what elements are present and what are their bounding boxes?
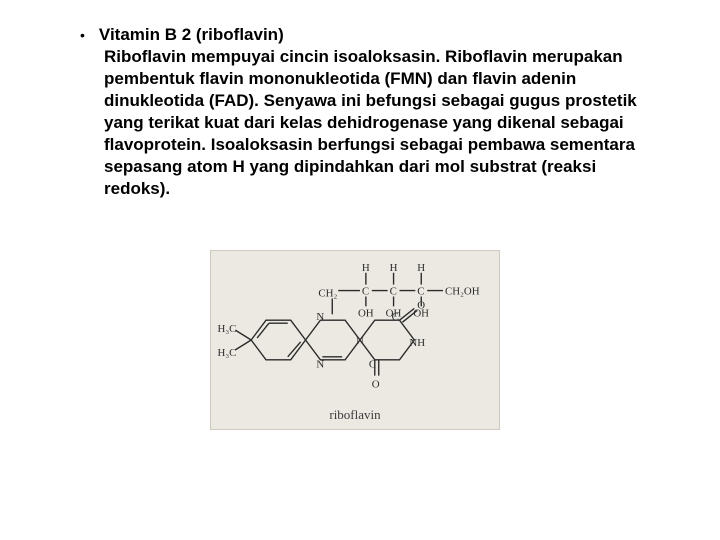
label-n-mid: N: [356, 335, 364, 347]
label-o-bot: O: [372, 378, 380, 390]
label-ch2-1: CH₂: [318, 287, 337, 299]
label-h3c-bot: H₃C: [218, 347, 237, 359]
label-c3: C: [417, 286, 424, 298]
label-c1: C: [362, 286, 369, 298]
bullet-body: Riboflavin mempuyai cincin isoaloksasin.…: [104, 46, 660, 200]
riboflavin-structure-svg: H₃C H₃C N N N NH C C O O CH₂ C C C CH₂OH…: [211, 251, 499, 429]
label-h2: H: [390, 262, 398, 274]
slide: • Vitamin B 2 (riboflavin) Riboflavin me…: [0, 0, 720, 540]
label-n-topleft: N: [316, 311, 324, 323]
bullet-row: • Vitamin B 2 (riboflavin): [80, 24, 660, 46]
label-oh2: OH: [386, 307, 402, 319]
label-c2: C: [390, 286, 397, 298]
label-n-botleft: N: [316, 359, 324, 371]
bullet-marker: •: [80, 24, 85, 46]
figure-caption: riboflavin: [211, 407, 499, 423]
text-block: • Vitamin B 2 (riboflavin) Riboflavin me…: [80, 24, 660, 200]
label-oh3: OH: [413, 307, 429, 319]
label-ch2oh: CH₂OH: [445, 286, 480, 298]
label-oh1: OH: [358, 307, 374, 319]
bullet-title: Vitamin B 2 (riboflavin): [99, 24, 284, 46]
label-nh: NH: [409, 337, 425, 349]
chemical-structure-figure: H₃C H₃C N N N NH C C O O CH₂ C C C CH₂OH…: [210, 250, 500, 430]
label-h1: H: [362, 262, 370, 274]
label-c-bot: C: [369, 359, 376, 371]
label-h3: H: [417, 262, 425, 274]
label-h3c-top: H₃C: [218, 323, 237, 335]
